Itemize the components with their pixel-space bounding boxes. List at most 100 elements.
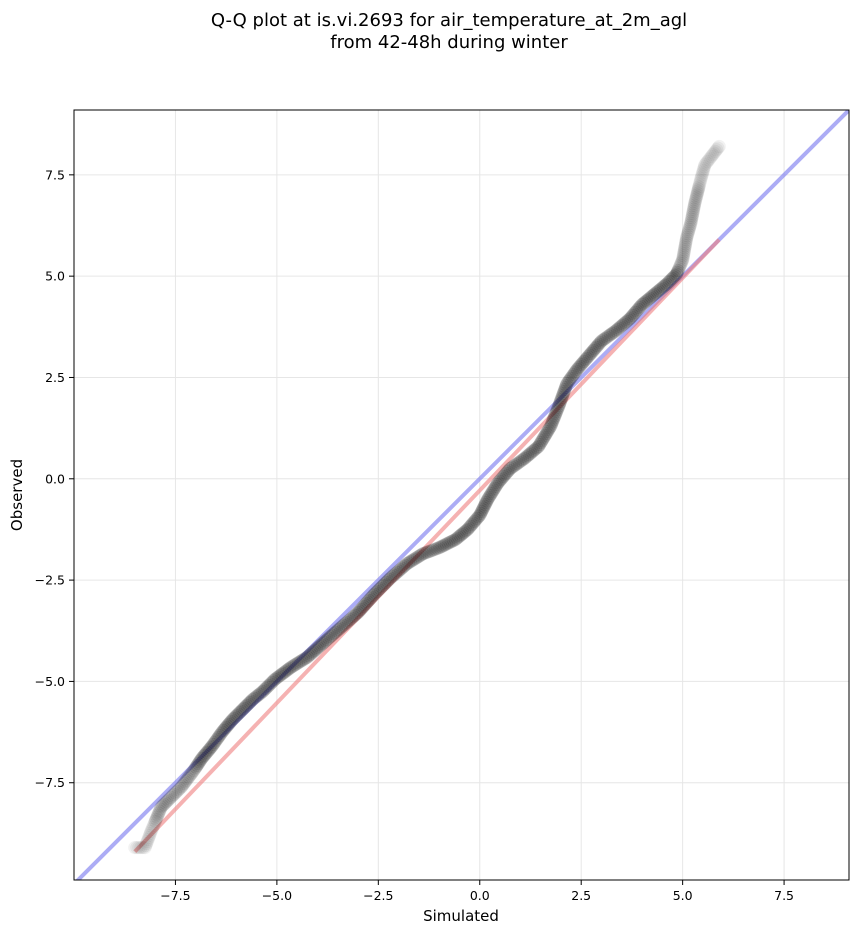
quantile-point: [653, 282, 668, 297]
quantile-point: [655, 281, 669, 295]
quantile-point: [263, 677, 278, 691]
quantile-point: [448, 532, 463, 547]
quantile-point: [519, 450, 533, 464]
quantile-point: [590, 338, 605, 353]
quantile-point: [666, 270, 681, 284]
quantile-point: [235, 703, 250, 717]
quantile-point: [408, 551, 423, 566]
quantile-point: [260, 680, 274, 694]
quantile-point: [481, 492, 495, 506]
quantile-point: [552, 399, 566, 413]
quantile-point: [676, 247, 691, 261]
quantile-point: [325, 628, 339, 642]
grid-lines: [74, 110, 849, 880]
quantile-point: [151, 808, 165, 822]
quantile-point: [195, 751, 209, 766]
quantile-point: [456, 526, 470, 540]
quantile-point: [196, 750, 210, 764]
quantile-point: [222, 716, 237, 730]
quantile-point: [500, 465, 515, 479]
quantile-point: [206, 737, 220, 752]
quantile-point: [326, 627, 341, 641]
quantile-point: [560, 376, 574, 391]
quantile-point: [356, 599, 371, 614]
quantile-point: [410, 550, 425, 564]
quantile-point: [615, 318, 629, 333]
quantile-point: [203, 741, 218, 755]
quantile-point: [162, 792, 177, 806]
quantile-point: [370, 584, 384, 599]
quantile-point: [159, 794, 174, 809]
quantile-point: [522, 447, 536, 462]
quantile-point: [578, 353, 593, 367]
quantile-point: [541, 423, 556, 437]
quantile-point: [424, 543, 438, 558]
quantile-point: [401, 556, 416, 570]
quantile-point: [693, 174, 707, 188]
quantile-point: [685, 210, 699, 225]
quantile-point: [464, 517, 479, 532]
quantile-point: [701, 154, 715, 168]
quantile-point: [544, 419, 558, 433]
quantile-point: [322, 631, 336, 645]
quantile-point: [138, 841, 152, 855]
quantile-point: [308, 643, 322, 658]
quantile-point: [231, 707, 245, 721]
quantile-point: [330, 624, 344, 638]
quantile-point: [558, 382, 572, 397]
quantile-point: [136, 841, 150, 855]
quantile-point: [556, 386, 571, 401]
quantile-point: [395, 561, 409, 575]
quantile-point: [490, 477, 504, 492]
quantile-point: [632, 300, 647, 315]
quantile-point: [139, 839, 153, 853]
quantile-point: [186, 763, 201, 778]
quantile-point: [548, 409, 562, 423]
quantile-point: [348, 608, 362, 623]
quantile-point: [707, 146, 721, 160]
quantile-point: [414, 548, 428, 562]
quantile-point: [675, 253, 690, 267]
quantile-point: [678, 236, 693, 251]
quantile-point: [537, 430, 551, 444]
quantile-point: [274, 667, 289, 682]
quantile-point: [453, 529, 467, 543]
quantile-point: [540, 424, 555, 439]
quantile-point: [450, 531, 464, 546]
quantile-point: [544, 417, 559, 431]
quantile-point: [534, 435, 548, 450]
quantile-point: [477, 499, 492, 514]
quantile-point: [454, 527, 469, 542]
plot-frame: [73, 109, 850, 881]
quantile-point: [328, 625, 343, 640]
quantile-point: [309, 642, 324, 656]
quantile-point: [157, 797, 171, 812]
quantile-point: [143, 826, 157, 840]
quantile-point: [271, 670, 285, 684]
quantile-point: [510, 456, 525, 471]
quantile-point: [649, 286, 663, 300]
quantile-point: [426, 543, 440, 557]
quantile-point: [695, 168, 709, 182]
quantile-point: [352, 604, 367, 618]
quantile-point: [564, 371, 578, 385]
quantile-point: [376, 578, 390, 593]
quantile-point: [407, 552, 421, 567]
quantile-point: [679, 234, 693, 249]
quantile-point: [371, 583, 386, 597]
quantile-point: [143, 828, 157, 842]
quantile-point: [152, 804, 167, 818]
quantile-point: [306, 644, 321, 659]
y-tick-label: 0.0: [45, 471, 65, 486]
quantile-point: [147, 818, 161, 832]
quantile-point: [699, 156, 713, 170]
quantile-point: [128, 841, 142, 855]
quantile-point: [596, 332, 611, 347]
quantile-point: [155, 798, 170, 813]
quantile-point: [147, 816, 161, 830]
quantile-point: [217, 722, 232, 736]
quantile-point: [323, 629, 338, 644]
quantile-point: [696, 164, 710, 178]
